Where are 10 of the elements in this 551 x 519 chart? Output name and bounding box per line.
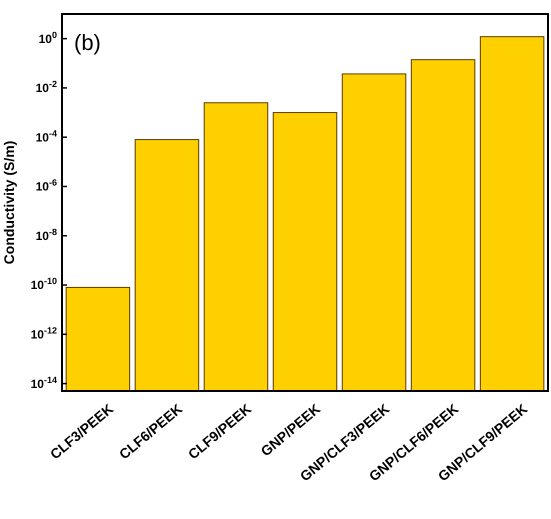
- y-axis-title: Conductivity (S/m): [1, 140, 17, 264]
- y-tick-label: 10$^{-2}$: [36, 79, 57, 96]
- y-tick-label: 10$^{-12}$: [30, 326, 57, 342]
- y-tick-label: 10$^{0}$: [38, 30, 57, 46]
- y-tick-label: 10$^{-6}$: [36, 178, 57, 194]
- y-tick-label: 10$^{-10}$: [30, 276, 57, 292]
- y-tick-label: 10$^{-4}$: [36, 128, 57, 144]
- annotation: (b): [74, 30, 101, 55]
- y-tick-label: 10$^{-14}$: [30, 374, 57, 391]
- y-tick-label: 10$^{-8}$: [36, 226, 57, 243]
